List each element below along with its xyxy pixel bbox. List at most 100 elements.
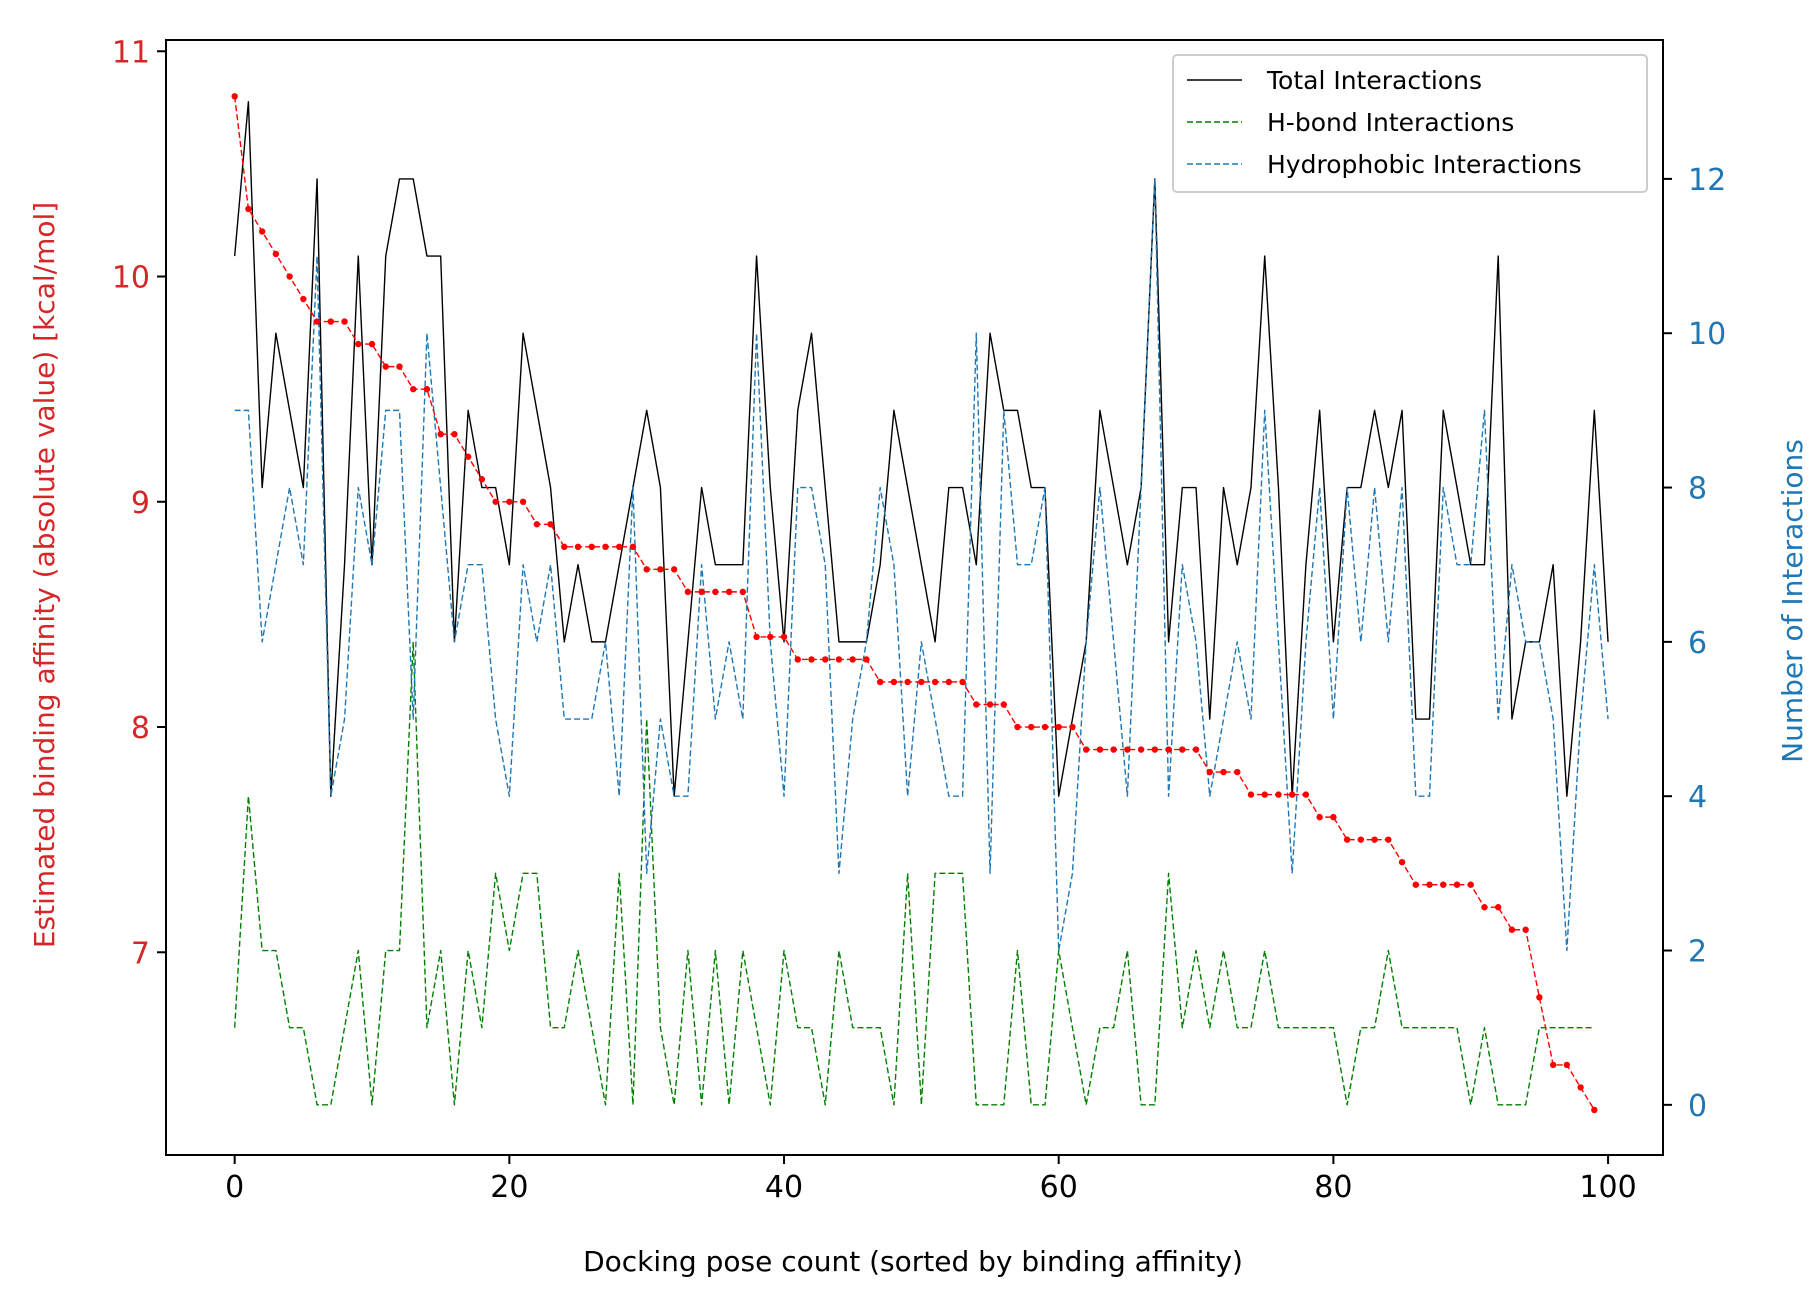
- affinity-point: [657, 566, 664, 573]
- affinity-point: [1536, 994, 1543, 1001]
- affinity-point: [451, 430, 458, 438]
- y-right-tick-label: 8: [1688, 472, 1707, 507]
- affinity-point: [1179, 746, 1186, 753]
- affinity-point: [300, 295, 307, 303]
- affinity-point: [945, 678, 953, 686]
- legend-frame: [1172, 54, 1648, 193]
- y-right-tick-label: 12: [1688, 163, 1726, 198]
- affinity-point: [258, 228, 266, 235]
- affinity-point: [1508, 926, 1516, 933]
- affinity-point: [1288, 791, 1296, 798]
- affinity-point: [973, 701, 980, 708]
- affinity-point: [1467, 881, 1474, 888]
- affinity-point: [423, 385, 431, 393]
- affinity-point: [519, 498, 527, 505]
- affinity-point: [1398, 858, 1406, 866]
- affinity-point: [1453, 881, 1461, 888]
- series-hydrophobic-line: [234, 178, 1609, 952]
- affinity-point: [1041, 723, 1049, 731]
- affinity-point: [670, 566, 678, 573]
- affinity-point: [355, 340, 362, 348]
- y-right-tick-label: 0: [1688, 1089, 1707, 1124]
- x-tick-label: 20: [490, 1170, 528, 1205]
- affinity-point: [1481, 904, 1488, 911]
- affinity-point: [272, 250, 280, 258]
- affinity-point: [1151, 746, 1159, 753]
- affinity-point: [643, 566, 650, 573]
- x-axis-title: Docking pose count (sorted by binding af…: [583, 1245, 1243, 1278]
- y-left-tick-label: 7: [131, 936, 150, 971]
- affinity-point: [1302, 791, 1310, 798]
- y-right-tick-label: 2: [1688, 935, 1707, 970]
- affinity-point: [410, 385, 417, 393]
- affinity-point: [437, 430, 444, 438]
- affinity-point: [1110, 746, 1117, 753]
- affinity-point: [767, 633, 774, 641]
- affinity-point: [1055, 723, 1062, 731]
- axes-layer: 0 20 40 60 80 100 7 8 9 10 11 0 2 4 6 8 10 12: [112, 35, 1726, 1205]
- affinity-point: [725, 588, 733, 596]
- affinity-point: [492, 498, 499, 505]
- y-axis-title-right: Number of Interactions: [1776, 439, 1809, 763]
- affinity-point: [1275, 791, 1282, 798]
- affinity-point: [1220, 768, 1227, 776]
- affinity-point: [698, 588, 705, 596]
- affinity-line: [233, 96, 1595, 1111]
- affinity-point: [918, 678, 925, 686]
- x-tick-label: 80: [1314, 1170, 1352, 1205]
- affinity-point: [1234, 768, 1241, 776]
- affinity-point: [588, 543, 595, 551]
- affinity-point: [1343, 836, 1351, 843]
- affinity-point: [533, 521, 541, 528]
- affinity-point: [602, 543, 609, 551]
- affinity-point: [547, 521, 554, 528]
- x-tick-label: 60: [1040, 1170, 1078, 1205]
- affinity-point: [876, 678, 884, 686]
- affinity-point: [629, 543, 637, 551]
- axes-frame: [165, 39, 1664, 1156]
- affinity-point: [574, 543, 582, 551]
- affinity-point: [822, 656, 829, 663]
- affinity-point: [1563, 1061, 1571, 1069]
- affinity-point: [931, 678, 939, 686]
- legend-label-total: Total Interactions: [1266, 66, 1482, 95]
- legend-label-hbond: H-bond Interactions: [1267, 108, 1514, 137]
- affinity-point: [904, 678, 911, 686]
- affinity-point: [1206, 768, 1213, 776]
- affinity-point: [780, 633, 788, 641]
- affinity-point: [1371, 836, 1378, 843]
- affinity-point: [506, 498, 513, 505]
- affinity-point: [382, 363, 389, 370]
- affinity-point: [231, 93, 238, 100]
- affinity-point: [712, 588, 719, 596]
- affinity-point: [286, 273, 293, 280]
- affinity-point: [1426, 881, 1433, 888]
- series-total-line: [233, 101, 1609, 797]
- affinity-point: [1165, 746, 1172, 753]
- affinity-point: [1330, 813, 1337, 821]
- affinity-point: [753, 633, 760, 641]
- affinity-point: [1192, 746, 1200, 753]
- affinity-point: [794, 656, 801, 663]
- affinity-point: [1549, 1061, 1557, 1069]
- affinity-point: [986, 701, 994, 708]
- affinity-point: [327, 318, 335, 325]
- affinity-point: [1412, 881, 1419, 888]
- affinity-point: [368, 340, 376, 348]
- affinity-point: [1028, 723, 1035, 731]
- y-right-tick-label: 6: [1688, 626, 1707, 661]
- affinity-point: [1357, 836, 1365, 843]
- affinity-point: [245, 205, 252, 213]
- affinity-point: [863, 656, 870, 663]
- y-left-tick-label: 11: [112, 35, 150, 70]
- affinity-point: [561, 543, 568, 551]
- affinity-point: [835, 656, 843, 663]
- affinity-point: [1316, 813, 1323, 821]
- y-right-tick-label: 4: [1688, 780, 1707, 815]
- affinity-point: [1124, 746, 1131, 753]
- affinity-point: [1385, 836, 1392, 843]
- affinity-point: [959, 678, 966, 686]
- affinity-point: [890, 678, 898, 686]
- affinity-point: [1494, 904, 1502, 911]
